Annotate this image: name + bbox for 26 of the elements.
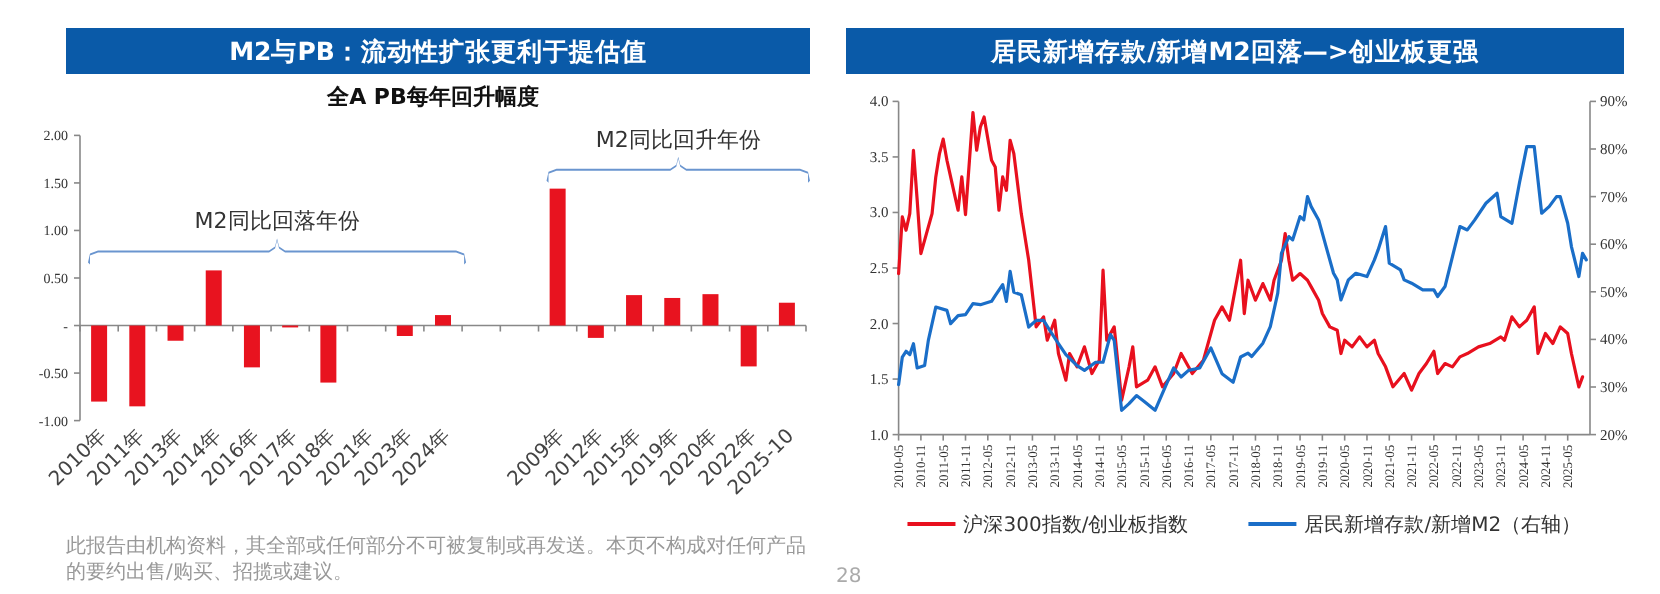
bar — [129, 325, 146, 407]
bar — [740, 325, 757, 367]
bar — [243, 325, 260, 368]
annotation: M2同比回升年份 — [595, 126, 761, 153]
bar — [167, 325, 184, 341]
chart-title: 居民新增存款/新增M2回落—>创业板更强 — [989, 36, 1481, 66]
bar — [702, 294, 719, 326]
line-series — [897, 145, 1588, 412]
bar — [320, 325, 337, 383]
legend-label: 居民新增存款/新增M2（右轴） — [1304, 513, 1582, 537]
annotation: M2同比回落年份 — [194, 208, 360, 235]
line-series — [897, 110, 1585, 402]
bar — [396, 325, 413, 336]
text: 28 — [836, 566, 862, 588]
bar — [205, 270, 222, 326]
bar — [587, 325, 604, 338]
bar — [778, 302, 795, 326]
bar — [549, 188, 566, 326]
legend-label: 沪深300指数/创业板指数 — [963, 513, 1189, 537]
chart-title: M2与PB：流动性扩张更利于提估值 — [229, 36, 647, 66]
bar — [91, 325, 108, 402]
text: 此报告由机构资料，其全部或任何部分不可被复制或再发送。本页不构成对任何产品的要约出售/购买、招揽或建议。 — [66, 534, 806, 584]
bar — [664, 297, 681, 326]
chart-subtitle: 全A PB每年回升幅度 — [325, 84, 539, 110]
bar — [626, 295, 643, 326]
bar — [435, 315, 451, 326]
